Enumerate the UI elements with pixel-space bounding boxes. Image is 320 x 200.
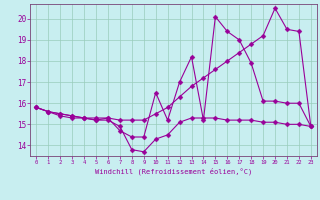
X-axis label: Windchill (Refroidissement éolien,°C): Windchill (Refroidissement éolien,°C): [95, 168, 252, 175]
